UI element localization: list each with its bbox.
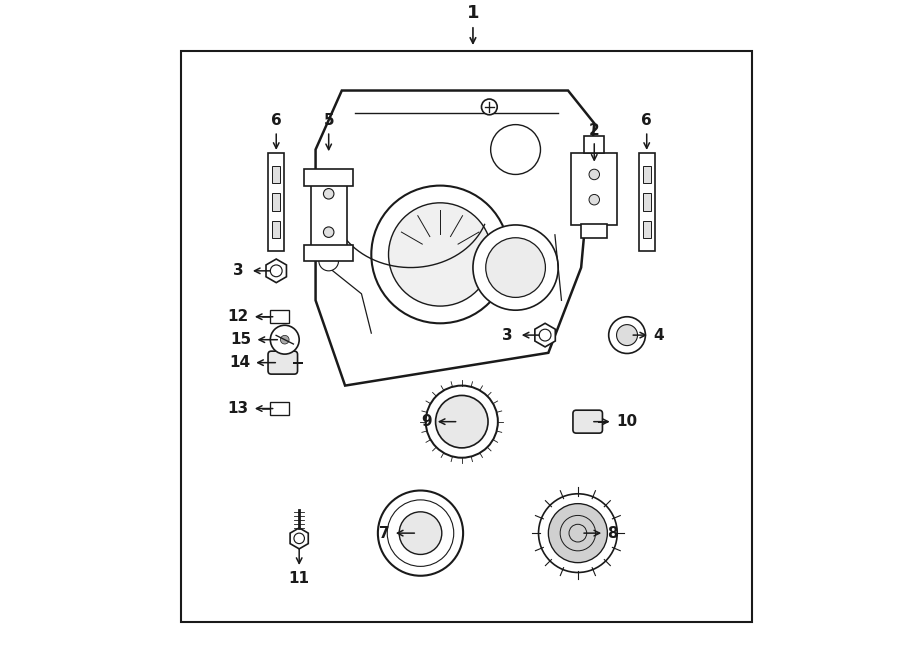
Bar (643, 194, 651, 210)
Text: 13: 13 (228, 401, 248, 416)
Text: 10: 10 (616, 414, 637, 429)
Text: 7: 7 (379, 525, 390, 541)
Circle shape (270, 325, 299, 354)
Text: 1: 1 (467, 4, 479, 22)
Circle shape (294, 533, 304, 543)
Bar (584, 136, 604, 153)
FancyBboxPatch shape (268, 351, 298, 374)
Text: 15: 15 (230, 332, 251, 347)
Text: 3: 3 (233, 263, 243, 278)
Text: 9: 9 (421, 414, 432, 429)
Text: 14: 14 (229, 355, 250, 370)
FancyBboxPatch shape (573, 410, 602, 433)
Bar (572, 153, 617, 225)
Circle shape (372, 186, 509, 323)
Circle shape (473, 225, 558, 310)
Bar (270, 402, 289, 415)
Bar (268, 153, 284, 251)
Text: 6: 6 (642, 113, 652, 128)
Circle shape (548, 504, 608, 563)
Polygon shape (316, 91, 594, 385)
Text: 5: 5 (323, 113, 334, 128)
Bar (270, 310, 289, 323)
Circle shape (323, 227, 334, 237)
Circle shape (616, 325, 637, 346)
Polygon shape (266, 259, 286, 283)
Bar (310, 173, 346, 258)
Text: 3: 3 (501, 328, 512, 342)
Circle shape (482, 99, 497, 115)
Bar (273, 194, 280, 210)
Circle shape (323, 188, 334, 199)
Bar (638, 153, 655, 251)
Circle shape (608, 317, 645, 354)
Polygon shape (290, 528, 309, 549)
Circle shape (589, 194, 599, 205)
Circle shape (400, 512, 442, 555)
Circle shape (319, 251, 338, 271)
Polygon shape (535, 323, 555, 347)
Text: 2: 2 (589, 123, 599, 137)
Bar (581, 223, 608, 238)
Text: 6: 6 (271, 113, 282, 128)
Circle shape (589, 169, 599, 180)
Text: 12: 12 (228, 309, 248, 325)
Circle shape (486, 238, 545, 297)
Bar (304, 245, 354, 261)
Circle shape (378, 490, 464, 576)
Text: 11: 11 (289, 571, 310, 586)
Bar (273, 166, 280, 183)
Circle shape (491, 125, 541, 175)
Bar (643, 221, 651, 238)
Text: 8: 8 (608, 525, 618, 541)
Bar (304, 169, 354, 186)
Circle shape (270, 265, 282, 277)
Bar (643, 166, 651, 183)
Bar (181, 51, 751, 621)
Circle shape (538, 494, 617, 572)
Circle shape (426, 385, 498, 457)
Circle shape (389, 203, 491, 306)
Circle shape (436, 395, 488, 448)
Bar (273, 221, 280, 238)
Circle shape (281, 335, 289, 344)
Text: 4: 4 (653, 328, 664, 342)
Circle shape (539, 329, 551, 341)
